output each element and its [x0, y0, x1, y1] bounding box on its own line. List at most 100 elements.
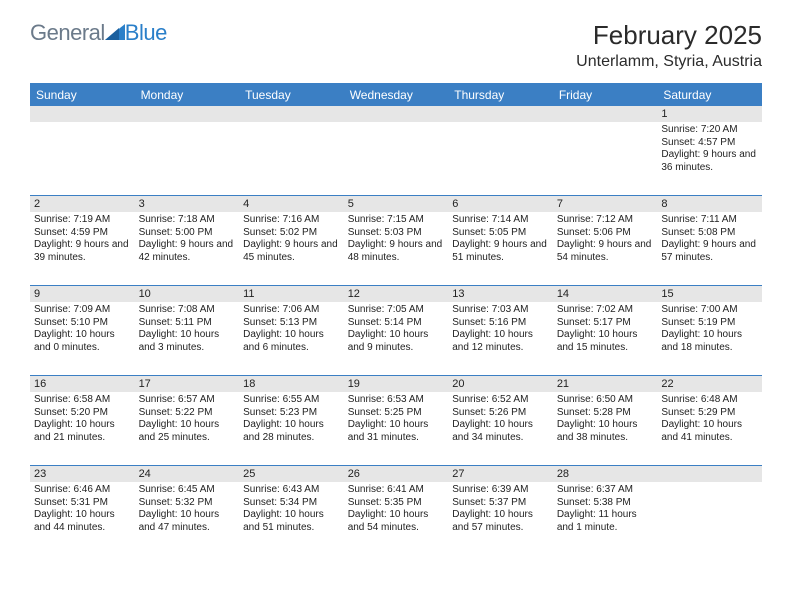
daylight-text: Daylight: 11 hours and 1 minute. [557, 509, 654, 534]
sunset-text: Sunset: 4:57 PM [661, 137, 758, 150]
day-details: Sunrise: 7:09 AMSunset: 5:10 PMDaylight:… [30, 302, 135, 356]
daylight-text: Daylight: 10 hours and 38 minutes. [557, 419, 654, 444]
day-details: Sunrise: 6:41 AMSunset: 5:35 PMDaylight:… [344, 482, 449, 536]
day-cell [30, 106, 135, 196]
sunset-text: Sunset: 5:31 PM [34, 497, 131, 510]
day-cell [344, 106, 449, 196]
day-details: Sunrise: 7:15 AMSunset: 5:03 PMDaylight:… [344, 212, 449, 266]
sunset-text: Sunset: 5:35 PM [348, 497, 445, 510]
day-cell: 5Sunrise: 7:15 AMSunset: 5:03 PMDaylight… [344, 196, 449, 286]
day-details: Sunrise: 7:00 AMSunset: 5:19 PMDaylight:… [657, 302, 762, 356]
day-details: Sunrise: 7:19 AMSunset: 4:59 PMDaylight:… [30, 212, 135, 266]
sunrise-text: Sunrise: 7:20 AM [661, 124, 758, 137]
day-number: 23 [30, 466, 135, 482]
daylight-text: Daylight: 10 hours and 44 minutes. [34, 509, 131, 534]
day-details: Sunrise: 7:02 AMSunset: 5:17 PMDaylight:… [553, 302, 658, 356]
day-number: 2 [30, 196, 135, 212]
day-cell: 12Sunrise: 7:05 AMSunset: 5:14 PMDayligh… [344, 286, 449, 376]
day-details: Sunrise: 7:05 AMSunset: 5:14 PMDaylight:… [344, 302, 449, 356]
day-cell: 15Sunrise: 7:00 AMSunset: 5:19 PMDayligh… [657, 286, 762, 376]
daylight-text: Daylight: 10 hours and 12 minutes. [452, 329, 549, 354]
day-number: 28 [553, 466, 658, 482]
day-cell: 16Sunrise: 6:58 AMSunset: 5:20 PMDayligh… [30, 376, 135, 466]
logo-text-general: General [30, 20, 105, 46]
day-details: Sunrise: 6:45 AMSunset: 5:32 PMDaylight:… [135, 482, 240, 536]
day-number [239, 106, 344, 122]
sunrise-text: Sunrise: 6:37 AM [557, 484, 654, 497]
day-number [657, 466, 762, 482]
day-cell [135, 106, 240, 196]
day-details: Sunrise: 6:53 AMSunset: 5:25 PMDaylight:… [344, 392, 449, 446]
sunset-text: Sunset: 5:26 PM [452, 407, 549, 420]
sunset-text: Sunset: 5:34 PM [243, 497, 340, 510]
sunrise-text: Sunrise: 7:12 AM [557, 214, 654, 227]
sunrise-text: Sunrise: 6:50 AM [557, 394, 654, 407]
day-cell: 27Sunrise: 6:39 AMSunset: 5:37 PMDayligh… [448, 466, 553, 556]
sunset-text: Sunset: 5:32 PM [139, 497, 236, 510]
weekday-header-row: Sunday Monday Tuesday Wednesday Thursday… [30, 85, 762, 106]
day-details [30, 122, 135, 182]
day-details: Sunrise: 7:14 AMSunset: 5:05 PMDaylight:… [448, 212, 553, 266]
sunrise-text: Sunrise: 7:14 AM [452, 214, 549, 227]
sunrise-text: Sunrise: 7:05 AM [348, 304, 445, 317]
daylight-text: Daylight: 9 hours and 57 minutes. [661, 239, 758, 264]
daylight-text: Daylight: 10 hours and 6 minutes. [243, 329, 340, 354]
day-cell: 21Sunrise: 6:50 AMSunset: 5:28 PMDayligh… [553, 376, 658, 466]
day-number: 3 [135, 196, 240, 212]
daylight-text: Daylight: 10 hours and 25 minutes. [139, 419, 236, 444]
sunset-text: Sunset: 5:00 PM [139, 227, 236, 240]
day-cell: 23Sunrise: 6:46 AMSunset: 5:31 PMDayligh… [30, 466, 135, 556]
weekday-header: Tuesday [239, 85, 344, 106]
sunrise-text: Sunrise: 7:18 AM [139, 214, 236, 227]
page-title: February 2025 [576, 20, 762, 51]
weekday-header: Thursday [448, 85, 553, 106]
sunrise-text: Sunrise: 6:53 AM [348, 394, 445, 407]
day-cell: 22Sunrise: 6:48 AMSunset: 5:29 PMDayligh… [657, 376, 762, 466]
sunrise-text: Sunrise: 6:39 AM [452, 484, 549, 497]
daylight-text: Daylight: 10 hours and 31 minutes. [348, 419, 445, 444]
day-number: 25 [239, 466, 344, 482]
day-cell: 14Sunrise: 7:02 AMSunset: 5:17 PMDayligh… [553, 286, 658, 376]
sunset-text: Sunset: 5:25 PM [348, 407, 445, 420]
week-row: 16Sunrise: 6:58 AMSunset: 5:20 PMDayligh… [30, 376, 762, 466]
daylight-text: Daylight: 9 hours and 36 minutes. [661, 149, 758, 174]
sunset-text: Sunset: 5:08 PM [661, 227, 758, 240]
day-details: Sunrise: 7:12 AMSunset: 5:06 PMDaylight:… [553, 212, 658, 266]
weekday-header: Sunday [30, 85, 135, 106]
day-details: Sunrise: 7:06 AMSunset: 5:13 PMDaylight:… [239, 302, 344, 356]
day-cell: 2Sunrise: 7:19 AMSunset: 4:59 PMDaylight… [30, 196, 135, 286]
day-cell [553, 106, 658, 196]
day-cell: 26Sunrise: 6:41 AMSunset: 5:35 PMDayligh… [344, 466, 449, 556]
week-row: 23Sunrise: 6:46 AMSunset: 5:31 PMDayligh… [30, 466, 762, 556]
daylight-text: Daylight: 9 hours and 39 minutes. [34, 239, 131, 264]
daylight-text: Daylight: 9 hours and 48 minutes. [348, 239, 445, 264]
sunrise-text: Sunrise: 6:52 AM [452, 394, 549, 407]
day-details [553, 122, 658, 182]
day-details: Sunrise: 7:08 AMSunset: 5:11 PMDaylight:… [135, 302, 240, 356]
sunset-text: Sunset: 5:14 PM [348, 317, 445, 330]
day-details [657, 482, 762, 542]
day-details: Sunrise: 7:03 AMSunset: 5:16 PMDaylight:… [448, 302, 553, 356]
sunset-text: Sunset: 5:19 PM [661, 317, 758, 330]
sunrise-text: Sunrise: 6:58 AM [34, 394, 131, 407]
sunset-text: Sunset: 4:59 PM [34, 227, 131, 240]
sunset-text: Sunset: 5:38 PM [557, 497, 654, 510]
sunrise-text: Sunrise: 6:43 AM [243, 484, 340, 497]
day-cell: 1Sunrise: 7:20 AMSunset: 4:57 PMDaylight… [657, 106, 762, 196]
day-details [135, 122, 240, 182]
sunrise-text: Sunrise: 7:00 AM [661, 304, 758, 317]
day-details [448, 122, 553, 182]
weekday-header: Monday [135, 85, 240, 106]
day-details [344, 122, 449, 182]
day-cell: 7Sunrise: 7:12 AMSunset: 5:06 PMDaylight… [553, 196, 658, 286]
day-details: Sunrise: 7:20 AMSunset: 4:57 PMDaylight:… [657, 122, 762, 176]
sunrise-text: Sunrise: 7:06 AM [243, 304, 340, 317]
day-details: Sunrise: 6:43 AMSunset: 5:34 PMDaylight:… [239, 482, 344, 536]
day-details: Sunrise: 6:50 AMSunset: 5:28 PMDaylight:… [553, 392, 658, 446]
day-cell: 25Sunrise: 6:43 AMSunset: 5:34 PMDayligh… [239, 466, 344, 556]
sunset-text: Sunset: 5:02 PM [243, 227, 340, 240]
sunset-text: Sunset: 5:11 PM [139, 317, 236, 330]
daylight-text: Daylight: 10 hours and 3 minutes. [139, 329, 236, 354]
daylight-text: Daylight: 10 hours and 41 minutes. [661, 419, 758, 444]
day-number: 17 [135, 376, 240, 392]
